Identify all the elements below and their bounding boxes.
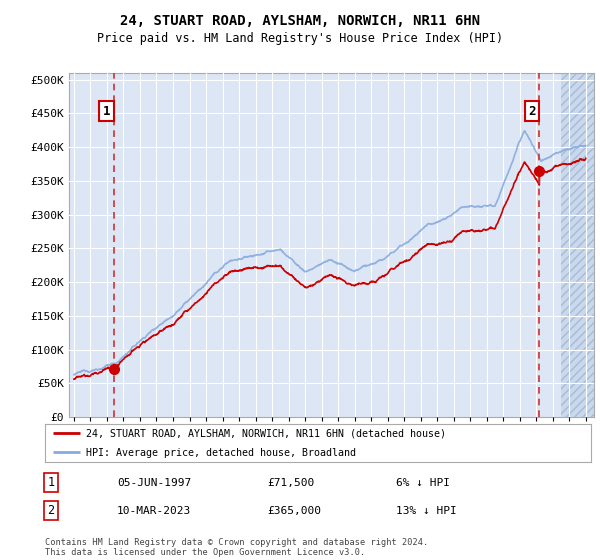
Text: 24, STUART ROAD, AYLSHAM, NORWICH, NR11 6HN: 24, STUART ROAD, AYLSHAM, NORWICH, NR11 … (120, 14, 480, 28)
Text: £365,000: £365,000 (267, 506, 321, 516)
Text: 05-JUN-1997: 05-JUN-1997 (117, 478, 191, 488)
Text: 24, STUART ROAD, AYLSHAM, NORWICH, NR11 6HN (detached house): 24, STUART ROAD, AYLSHAM, NORWICH, NR11 … (86, 429, 446, 439)
Text: Contains HM Land Registry data © Crown copyright and database right 2024.
This d: Contains HM Land Registry data © Crown c… (45, 538, 428, 557)
Text: £71,500: £71,500 (267, 478, 314, 488)
Text: 2: 2 (47, 504, 55, 517)
Text: HPI: Average price, detached house, Broadland: HPI: Average price, detached house, Broa… (86, 448, 356, 458)
Text: 6% ↓ HPI: 6% ↓ HPI (396, 478, 450, 488)
Text: 13% ↓ HPI: 13% ↓ HPI (396, 506, 457, 516)
Bar (561, 73, 594, 417)
Text: 1: 1 (47, 476, 55, 489)
Bar (561, 73, 594, 417)
Text: Price paid vs. HM Land Registry's House Price Index (HPI): Price paid vs. HM Land Registry's House … (97, 32, 503, 45)
Text: 10-MAR-2023: 10-MAR-2023 (117, 506, 191, 516)
Text: 2: 2 (528, 105, 536, 118)
Text: 1: 1 (103, 105, 110, 118)
